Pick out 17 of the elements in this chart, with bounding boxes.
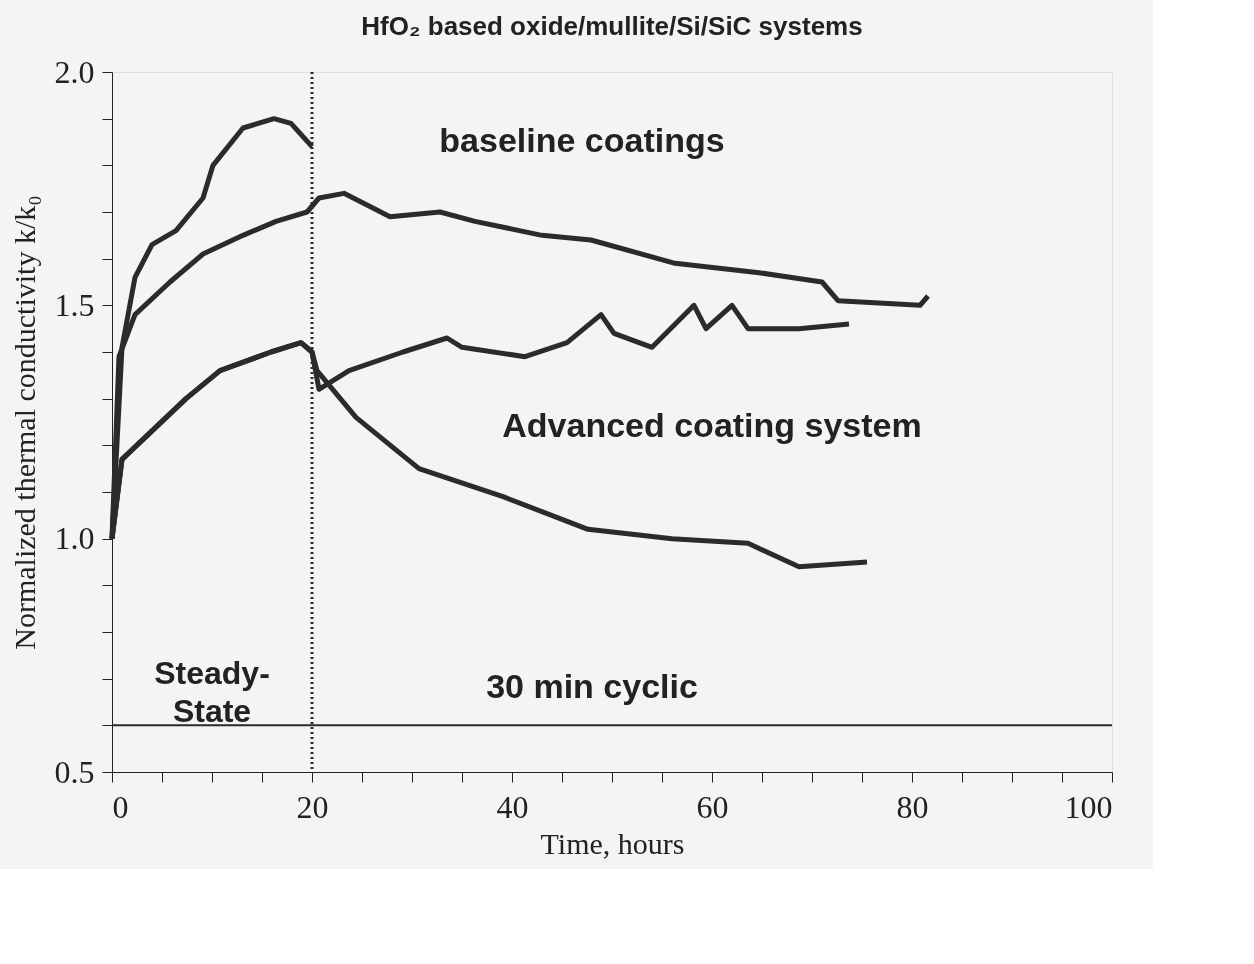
annotation: Advanced coating system [502, 405, 922, 444]
annotation: Steady- State [154, 655, 270, 730]
annotation: 30 min cyclic [486, 667, 698, 705]
x-tick-label: 60 [696, 788, 729, 825]
x-tick-label: 100 [1064, 788, 1113, 825]
x-tick-label: 40 [496, 788, 529, 825]
y-axis-title: Normalized thermal conductivity k/k₀ [7, 195, 41, 650]
y-tick-label: 1.5 [54, 286, 95, 323]
x-tick-label: 80 [896, 788, 929, 825]
x-tick-label: 0 [112, 788, 129, 825]
y-tick-label: 0.5 [54, 753, 95, 790]
chart-title: HfO₂ based oxide/mullite/Si/SiC systems [361, 11, 863, 41]
y-tick-label: 2.0 [54, 53, 95, 90]
annotation: baseline coatings [439, 121, 725, 159]
x-axis-title: Time, hours [540, 826, 685, 860]
x-tick-label: 20 [296, 788, 329, 825]
y-tick-label: 1.0 [54, 520, 95, 557]
